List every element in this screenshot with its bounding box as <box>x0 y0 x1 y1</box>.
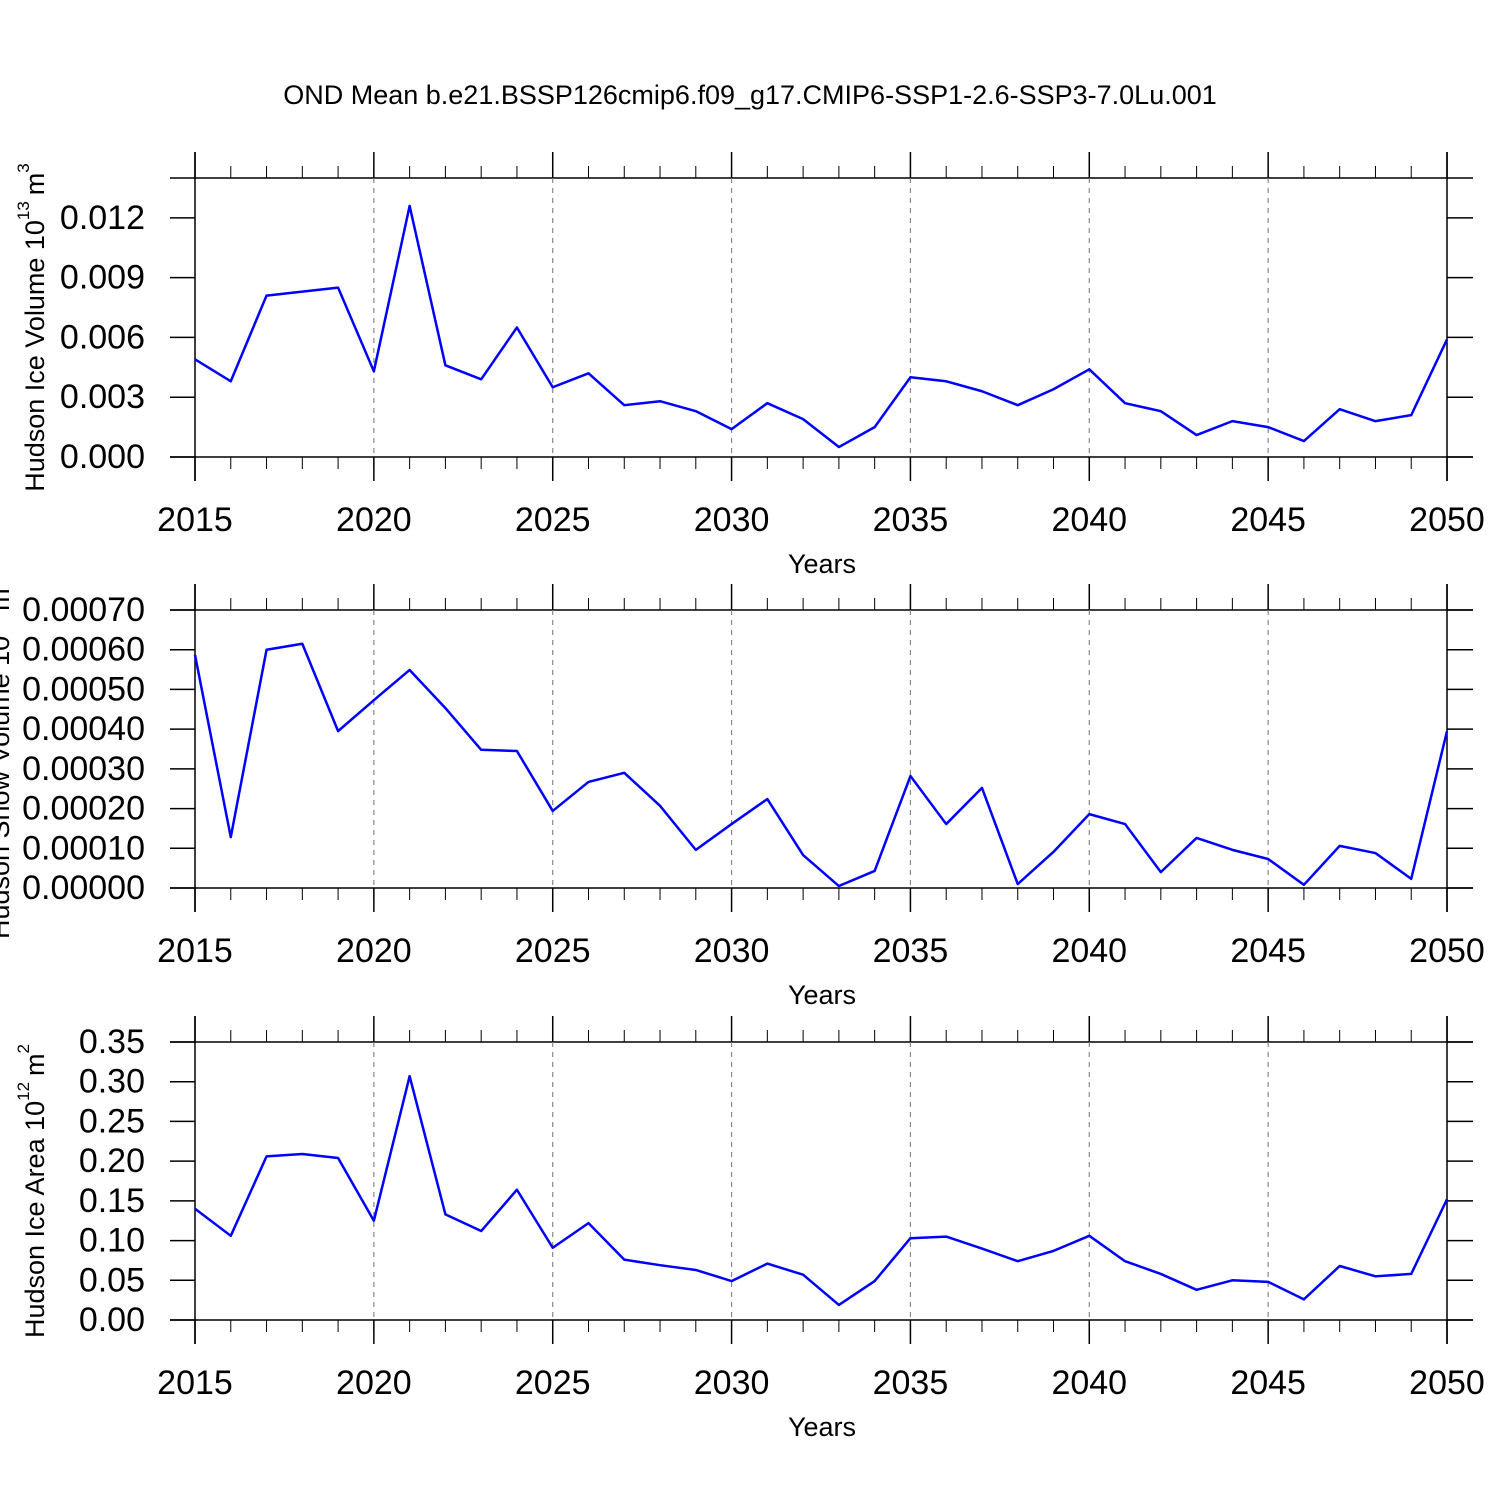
y-tick-label: 0.05 <box>79 1261 145 1299</box>
y-tick-label: 0.20 <box>79 1142 145 1180</box>
x-tick-label: 2040 <box>1051 1364 1127 1402</box>
x-tick-label: 2030 <box>694 932 770 970</box>
x-tick-label: 2015 <box>157 1364 233 1402</box>
y-tick-label: 0.00030 <box>22 750 145 788</box>
x-tick-label: 2035 <box>873 932 949 970</box>
x-axis-title: Years <box>788 980 856 1010</box>
x-axis-title: Years <box>788 549 856 579</box>
x-tick-label: 2025 <box>515 501 591 539</box>
x-tick-label: 2025 <box>515 1364 591 1402</box>
data-line <box>193 642 1449 888</box>
x-tick-label: 2040 <box>1051 501 1127 539</box>
y-axis-title-part: Hudson Ice Area 10 <box>20 1101 50 1338</box>
y-tick-label: 0.15 <box>79 1182 145 1220</box>
x-tick-label: 2045 <box>1230 932 1306 970</box>
x-tick-label: 2020 <box>336 1364 412 1402</box>
y-tick-label: 0.00040 <box>22 710 145 748</box>
x-tick-label: 2050 <box>1409 1364 1485 1402</box>
y-tick-label: 0.35 <box>79 1023 145 1061</box>
y-tick-label: 0.00070 <box>22 591 145 629</box>
data-line <box>194 204 1449 449</box>
x-tick-label: 2040 <box>1051 932 1127 970</box>
y-tick-label: 0.003 <box>60 378 145 416</box>
y-tick-label: 0.00010 <box>22 829 145 867</box>
x-tick-label: 2045 <box>1230 501 1306 539</box>
x-tick-label: 2020 <box>336 501 412 539</box>
x-tick-label: 2015 <box>157 932 233 970</box>
y-tick-label: 0.00 <box>79 1301 145 1339</box>
y-axis-title: Hudson Ice Volume 1013 m3 <box>14 163 50 492</box>
y-axis-title-part: Hudson Snow Volume 10 <box>0 636 15 939</box>
y-tick-label: 0.10 <box>79 1222 145 1260</box>
x-tick-label: 2025 <box>515 932 591 970</box>
y-axis-title: Hudson Snow Volume 1013m3 <box>0 579 15 939</box>
x-tick-label: 2050 <box>1409 932 1485 970</box>
y-axis-title-part: 3 <box>14 163 33 172</box>
y-axis-title-part: Hudson Ice Volume 10 <box>20 220 50 492</box>
x-tick-label: 2030 <box>694 501 770 539</box>
x-tick-label: 2020 <box>336 932 412 970</box>
y-axis-title-part: 13 <box>14 201 33 220</box>
y-tick-label: 0.00000 <box>22 869 145 907</box>
x-tick-label: 2045 <box>1230 1364 1306 1402</box>
y-tick-label: 0.00060 <box>22 631 145 669</box>
y-tick-label: 0.012 <box>60 199 145 237</box>
y-tick-label: 0.25 <box>79 1102 145 1140</box>
y-tick-label: 0.009 <box>60 259 145 297</box>
y-tick-label: 0.006 <box>60 318 145 356</box>
y-axis-title-part: m <box>20 173 50 196</box>
y-axis-title-part: 2 <box>14 1044 33 1053</box>
y-axis-title-part: m <box>0 588 15 611</box>
y-tick-label: 0.00020 <box>22 790 145 828</box>
y-axis-title-part: m <box>20 1053 50 1076</box>
x-tick-label: 2050 <box>1409 501 1485 539</box>
figure-title: OND Mean b.e21.BSSP126cmip6.f09_g17.CMIP… <box>283 80 1217 110</box>
x-tick-label: 2035 <box>873 501 949 539</box>
x-tick-label: 2030 <box>694 1364 770 1402</box>
y-tick-label: 0.000 <box>60 438 145 476</box>
y-tick-label: 0.30 <box>79 1063 145 1101</box>
data-line <box>194 1074 1449 1307</box>
y-tick-label: 0.00050 <box>22 670 145 708</box>
y-axis-title: Hudson Ice Area 1012 m2 <box>14 1044 50 1338</box>
x-tick-label: 2035 <box>873 1364 949 1402</box>
x-tick-label: 2015 <box>157 501 233 539</box>
x-axis-title: Years <box>788 1412 856 1442</box>
y-axis-title-part: 12 <box>14 1082 33 1101</box>
